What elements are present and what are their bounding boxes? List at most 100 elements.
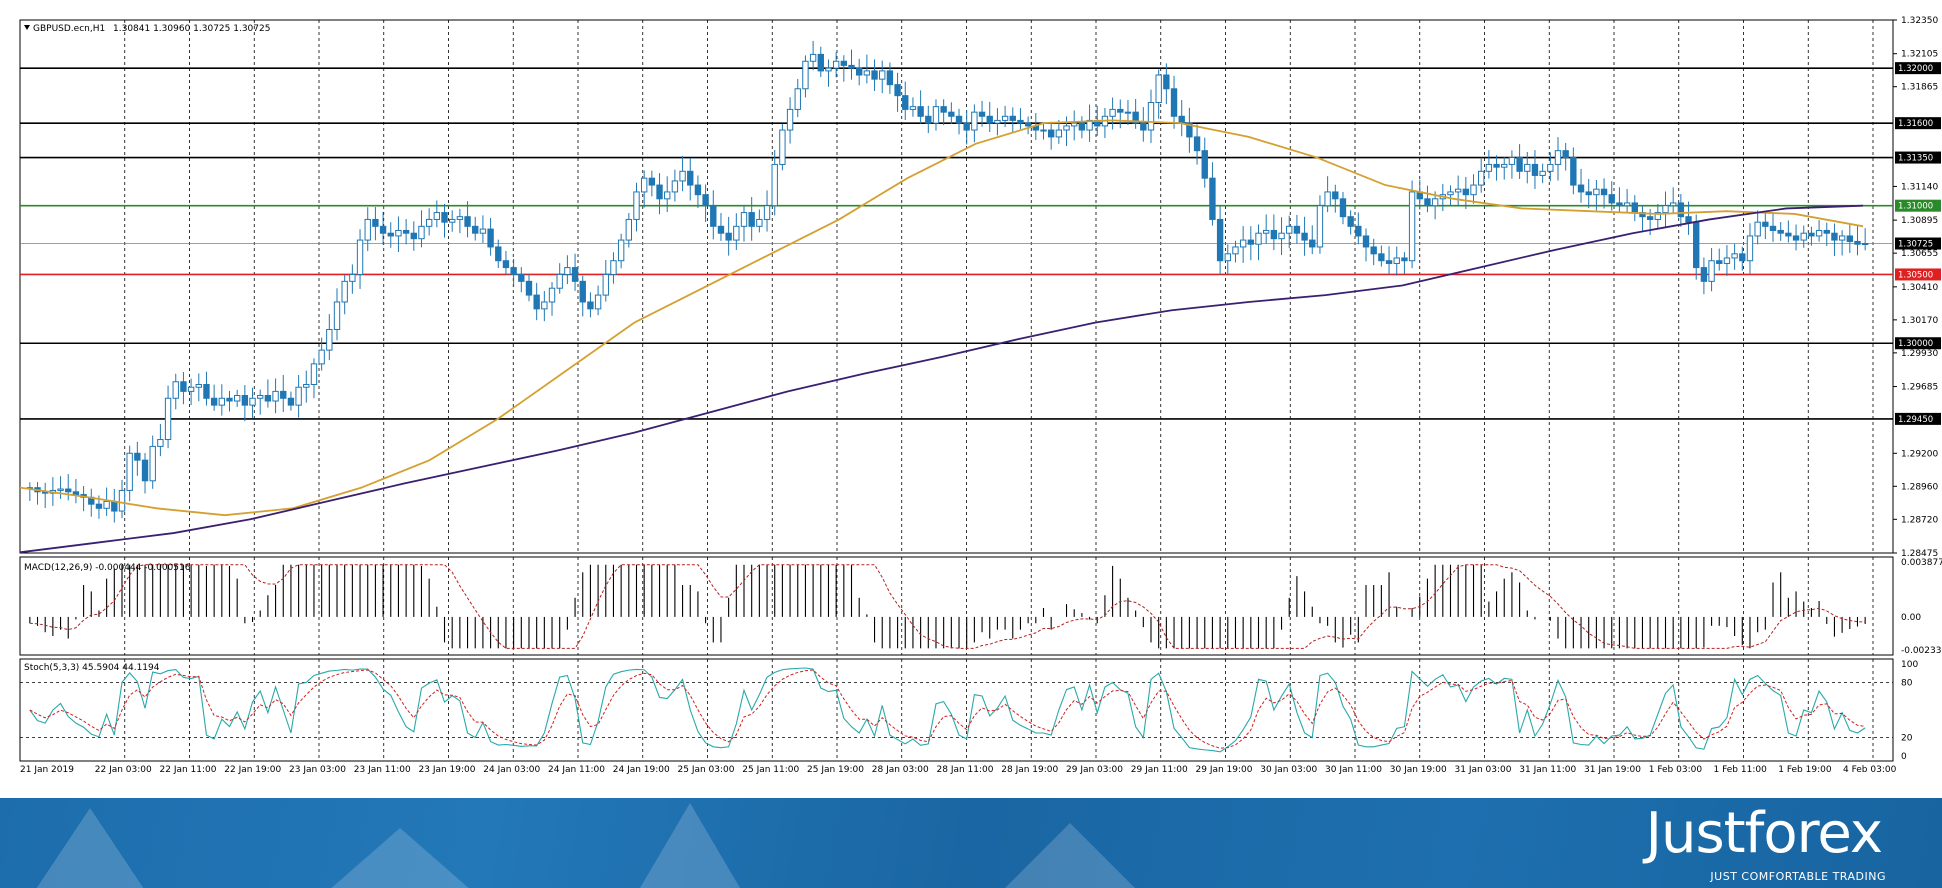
candle-body	[172, 381, 179, 399]
candlestick	[65, 474, 72, 501]
candlestick	[441, 203, 448, 238]
candlestick	[1109, 97, 1116, 130]
candlestick	[694, 175, 702, 208]
candle-body	[1762, 221, 1769, 227]
candlestick	[111, 488, 118, 523]
candle-body	[1255, 232, 1262, 245]
candle-body	[1262, 229, 1270, 234]
candlestick	[871, 59, 878, 92]
candle-body	[1278, 232, 1285, 240]
candlestick	[840, 55, 848, 82]
price-level-label: 1.31600	[1898, 119, 1933, 129]
candlestick	[210, 384, 218, 411]
candle-body	[702, 194, 709, 207]
y-tick-label: 1.30895	[1901, 216, 1938, 226]
candlestick	[1547, 152, 1554, 182]
x-tick-label: 29 Jan 03:00	[1066, 765, 1123, 775]
candlestick	[541, 290, 548, 322]
candlestick	[1024, 116, 1032, 135]
candlestick	[779, 123, 786, 171]
x-tick-label: 28 Jan 19:00	[1001, 765, 1058, 775]
candle-body	[1746, 235, 1754, 262]
candle-body	[1078, 122, 1086, 131]
candlestick	[1662, 191, 1669, 228]
candle-body	[402, 229, 410, 234]
candlestick	[948, 102, 955, 125]
brand-banner: Justforex JUST COMFORTABLE TRADING	[0, 798, 1942, 888]
candlestick	[518, 267, 525, 293]
candle-body	[648, 177, 656, 186]
candle-body	[740, 212, 748, 227]
candlestick	[986, 101, 993, 133]
candle-body	[310, 363, 318, 386]
candle-body	[1769, 225, 1777, 231]
candlestick	[356, 229, 364, 289]
candle-body	[303, 384, 310, 388]
candle-body	[525, 280, 533, 296]
candle-body	[832, 60, 840, 69]
candle-body	[1716, 260, 1723, 264]
x-tick-label: 24 Jan 03:00	[483, 765, 540, 775]
candle-body	[541, 301, 548, 310]
candle-body	[1040, 129, 1047, 132]
candlestick	[863, 54, 871, 84]
candlestick	[848, 49, 855, 80]
candle-body	[257, 395, 264, 399]
price-level-tag	[1895, 237, 1941, 250]
candle-body	[1362, 235, 1370, 248]
candlestick	[1339, 191, 1347, 225]
candle-body	[349, 273, 356, 282]
candle-body	[1163, 74, 1170, 90]
candle-body	[341, 280, 348, 303]
candlestick	[1170, 75, 1178, 129]
stoch-panel-frame	[19, 658, 1894, 762]
candlestick	[1316, 195, 1324, 254]
candlestick	[1393, 246, 1400, 276]
candle-body	[1017, 119, 1024, 124]
candlestick	[1009, 107, 1016, 134]
candlestick	[226, 390, 233, 412]
candle-body	[1838, 235, 1846, 241]
candle-body	[1216, 218, 1224, 262]
stoch-label: Stoch(5,3,3) 45.5904 44.1194	[24, 663, 160, 673]
candle-body	[587, 301, 594, 310]
candle-body	[571, 267, 579, 282]
macd-label: MACD(12,26,9) -0.000444 -0.000516	[24, 563, 191, 573]
candlestick	[395, 216, 402, 253]
candle-body	[1600, 188, 1608, 196]
candlestick	[141, 453, 149, 494]
candle-body	[425, 218, 433, 227]
x-tick-label: 1 Feb 03:00	[1649, 765, 1703, 775]
candlestick	[1063, 116, 1070, 146]
candlestick	[1762, 212, 1769, 240]
price-level-label: 1.31000	[1898, 202, 1933, 212]
candlestick	[1700, 257, 1708, 295]
candle-body	[1754, 221, 1761, 237]
candlestick	[1278, 217, 1285, 256]
candlestick	[1608, 181, 1615, 211]
candlestick	[1186, 107, 1193, 153]
candlestick	[564, 255, 571, 285]
candle-body	[1631, 202, 1638, 214]
x-tick-label: 24 Jan 19:00	[613, 765, 670, 775]
x-tick-label: 31 Jan 03:00	[1455, 765, 1512, 775]
candlestick	[1209, 162, 1216, 226]
candlestick	[894, 72, 901, 112]
candlestick	[1201, 137, 1208, 188]
candle-body	[664, 191, 671, 200]
x-tick-label: 1 Feb 19:00	[1778, 765, 1832, 775]
candle-body	[372, 218, 379, 227]
candlestick	[1593, 179, 1600, 211]
candlestick	[702, 184, 709, 222]
y-tick-label: 1.30410	[1901, 283, 1938, 293]
candle-body	[986, 115, 993, 124]
candlestick	[556, 263, 563, 294]
candle-body	[57, 488, 64, 491]
candle-body	[149, 445, 156, 482]
candle-body	[1170, 88, 1178, 117]
candlestick	[1838, 230, 1846, 256]
candlestick	[487, 218, 494, 256]
candlestick	[571, 253, 579, 291]
candlestick	[502, 250, 510, 276]
x-tick-label: 25 Jan 19:00	[807, 765, 864, 775]
